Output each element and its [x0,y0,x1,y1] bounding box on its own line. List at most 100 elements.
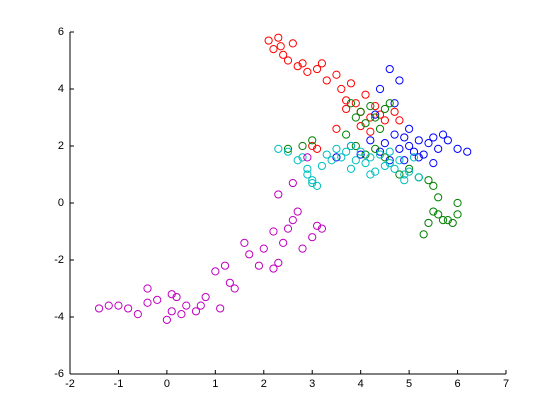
y-tick-label: 2 [58,140,64,152]
point [274,33,283,42]
point [366,136,375,145]
point [380,161,389,171]
point [405,141,414,151]
point [405,167,414,176]
point [400,156,409,165]
point [225,278,234,287]
point [303,170,312,179]
point [366,102,375,111]
point [366,113,375,122]
point [259,244,268,253]
point [395,156,404,165]
point [342,104,351,114]
point [308,176,317,185]
point [380,104,389,114]
point [385,99,394,108]
point [332,144,341,153]
point [400,170,409,179]
point [409,147,419,156]
point [405,164,414,173]
point [395,170,404,179]
point [94,304,104,313]
point [274,190,283,199]
point [322,76,331,85]
point [293,62,302,71]
point [390,130,399,139]
point [124,304,133,313]
point [337,84,346,94]
point [114,301,123,310]
point [395,144,404,153]
point [283,144,293,153]
point [303,164,312,173]
point [308,233,317,242]
point [385,147,394,156]
point [361,90,370,99]
point [327,156,336,165]
point [220,261,230,270]
point [429,133,438,142]
point [380,116,389,125]
point [414,136,423,145]
point [371,110,380,119]
point [375,147,385,156]
point [283,147,293,156]
point [424,176,433,185]
point [375,84,385,94]
x-tick-label: -1 [114,378,124,390]
point [317,59,327,68]
point [419,150,428,159]
point [424,139,433,148]
point [395,76,404,85]
x-tick-label: 3 [309,378,315,390]
point [429,159,438,168]
point [351,99,360,108]
point [322,150,331,159]
point [303,67,312,77]
point [288,216,297,225]
point [448,218,457,228]
point [395,116,404,125]
point [312,64,322,74]
point [438,216,448,225]
point [269,45,278,54]
point [385,159,394,168]
point [409,153,419,162]
point [182,301,191,310]
y-tick-label: 6 [58,26,64,38]
point [390,107,399,116]
point [104,301,113,310]
point [191,307,201,316]
point [298,141,307,151]
point [312,144,322,153]
x-tick-label: 5 [406,378,412,390]
y-tick-label: -6 [54,368,64,380]
point [240,238,249,247]
point [133,310,142,319]
point [312,181,322,190]
point [312,221,322,230]
point [380,139,389,148]
point [342,147,351,156]
point [453,198,462,208]
point [371,102,380,111]
point [429,207,438,216]
point [167,307,176,316]
y-tick-label: 0 [58,197,64,209]
point [463,147,472,156]
point [167,290,176,299]
point [317,224,327,233]
y-tick-label: -4 [54,311,64,323]
point [274,144,283,153]
point [380,153,389,162]
point [269,227,278,236]
x-tick-label: 6 [454,378,460,390]
point [385,64,394,74]
point [366,170,375,179]
point [276,42,285,51]
point [283,224,293,233]
point [303,153,312,162]
point [371,167,380,176]
x-tick-label: 1 [212,378,218,390]
